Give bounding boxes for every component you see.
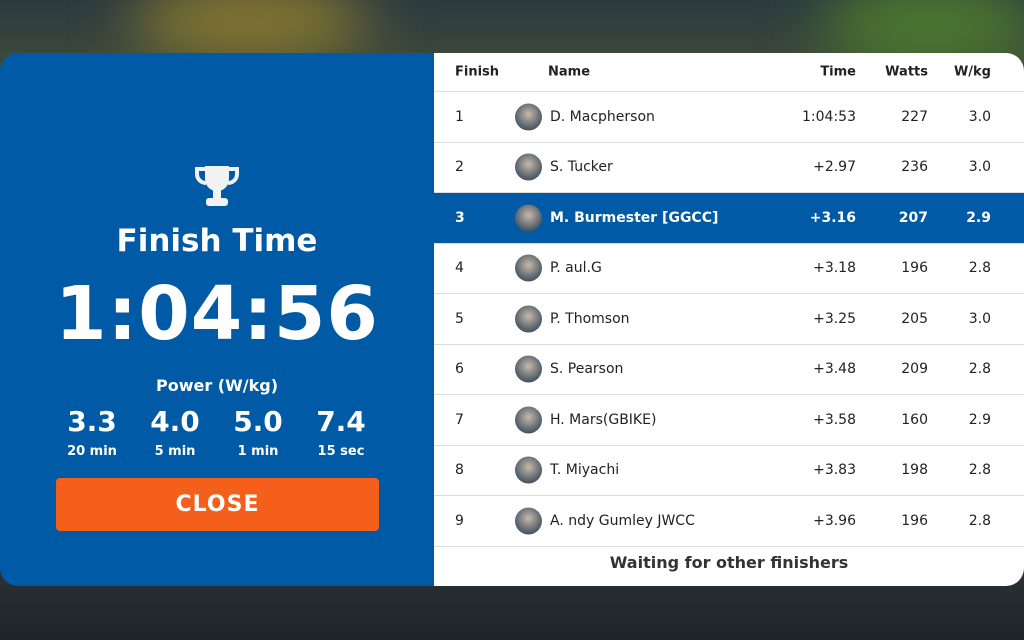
rider-name: P. aul.G <box>550 260 602 277</box>
rider-watts: 227 <box>901 108 928 125</box>
rider-time: +2.97 <box>813 159 856 176</box>
table-row[interactable]: 6 S. Pearson +3.48 209 2.8 <box>434 345 1024 395</box>
rider-name: M. Burmester [GGCC] <box>550 209 719 226</box>
power-duration: 15 sec <box>317 444 365 459</box>
rider-wkg: 2.9 <box>966 209 991 226</box>
rider-time: +3.58 <box>813 411 856 428</box>
table-row[interactable]: 7 H. Mars(GBIKE) +3.58 160 2.9 <box>434 395 1024 446</box>
rider-name: D. Macpherson <box>550 108 655 125</box>
avatar <box>515 507 542 535</box>
rider-wkg: 2.8 <box>968 361 991 378</box>
background <box>130 0 370 60</box>
rider-time: +3.25 <box>813 310 856 327</box>
power-stat: 3.3 20 min <box>47 405 137 459</box>
rider-watts: 236 <box>901 159 928 176</box>
finish-position: 5 <box>455 310 464 327</box>
avatar <box>515 204 542 232</box>
power-stat: 5.0 1 min <box>213 405 303 459</box>
power-value: 3.3 <box>67 405 117 438</box>
rider-name: T. Miyachi <box>550 462 620 479</box>
power-duration: 1 min <box>237 444 279 459</box>
table-row[interactable]: 4 P. aul.G +3.18 196 2.8 <box>434 244 1024 294</box>
header-name: Name <box>548 64 591 80</box>
rider-time: +3.83 <box>813 462 856 479</box>
avatar <box>515 103 542 131</box>
rider-watts: 209 <box>901 361 928 378</box>
rider-name: S. Tucker <box>550 159 613 176</box>
rider-watts: 205 <box>901 310 928 327</box>
avatar <box>515 153 542 181</box>
header-watts: Watts <box>885 64 928 80</box>
finish-position: 7 <box>455 411 464 428</box>
rider-watts: 160 <box>901 411 928 428</box>
rider-wkg: 3.0 <box>968 108 991 125</box>
avatar <box>515 254 542 282</box>
rider-watts: 207 <box>898 209 928 226</box>
table-row[interactable]: 3 M. Burmester [GGCC] +3.16 207 2.9 <box>434 193 1024 244</box>
power-label: Power (W/kg) <box>155 376 279 395</box>
header-wkg: W/kg <box>953 64 991 80</box>
results-table: Finish Name Time Watts W/kg 1 D. Macpher… <box>434 53 1024 586</box>
finish-position: 2 <box>455 159 464 176</box>
rider-name: P. Thomson <box>550 310 630 327</box>
table-header: Finish Name Time Watts W/kg <box>434 53 1024 92</box>
rider-name: S. Pearson <box>550 361 624 378</box>
table-row[interactable]: 9 A. ndy Gumley JWCC +3.96 196 2.8 <box>434 496 1024 547</box>
power-duration: 20 min <box>67 444 117 459</box>
rider-wkg: 2.8 <box>968 462 991 479</box>
rider-wkg: 2.8 <box>968 512 991 529</box>
power-value: 5.0 <box>233 405 283 438</box>
trophy-icon <box>195 166 239 206</box>
power-duration: 5 min <box>154 444 196 459</box>
finish-position: 8 <box>455 462 464 479</box>
rider-time: +3.16 <box>809 209 856 226</box>
table-row[interactable]: 8 T. Miyachi +3.83 198 2.8 <box>434 446 1024 496</box>
table-row[interactable]: 2 S. Tucker +2.97 236 3.0 <box>434 143 1024 193</box>
rider-name: H. Mars(GBIKE) <box>550 411 657 428</box>
close-button[interactable]: CLOSE <box>56 478 379 531</box>
header-time: Time <box>820 64 856 80</box>
rider-wkg: 2.8 <box>968 260 991 277</box>
rider-name: A. ndy Gumley JWCC <box>550 512 695 529</box>
rider-time: +3.96 <box>813 512 856 529</box>
table-row[interactable]: 5 P. Thomson +3.25 205 3.0 <box>434 294 1024 345</box>
table-row[interactable]: 1 D. Macpherson 1:04:53 227 3.0 <box>434 92 1024 143</box>
waiting-message: Waiting for other finishers <box>609 553 849 572</box>
power-stat: 4.0 5 min <box>130 405 220 459</box>
rider-time: +3.48 <box>813 361 856 378</box>
rider-watts: 196 <box>901 512 928 529</box>
avatar <box>515 406 542 434</box>
avatar <box>515 305 542 333</box>
rider-time: 1:04:53 <box>802 108 856 125</box>
rider-wkg: 2.9 <box>968 411 991 428</box>
finish-time-value: 1:04:56 <box>55 271 379 357</box>
avatar <box>515 355 542 383</box>
power-stat: 7.4 15 sec <box>296 405 386 459</box>
rider-wkg: 3.0 <box>968 159 991 176</box>
power-value: 7.4 <box>316 405 366 438</box>
power-value: 4.0 <box>150 405 200 438</box>
finish-position: 3 <box>455 209 465 226</box>
rider-time: +3.18 <box>813 260 856 277</box>
finish-position: 9 <box>455 512 464 529</box>
rider-watts: 196 <box>901 260 928 277</box>
finish-position: 1 <box>455 108 464 125</box>
finish-summary-panel: Finish Time 1:04:56 Power (W/kg) 3.3 20 m… <box>0 53 434 586</box>
avatar <box>515 456 542 484</box>
header-finish: Finish <box>455 64 500 80</box>
finish-position: 6 <box>455 361 464 378</box>
finish-position: 4 <box>455 260 464 277</box>
rider-wkg: 3.0 <box>968 310 991 327</box>
finish-time-title: Finish Time <box>116 223 318 259</box>
rider-watts: 198 <box>901 462 928 479</box>
